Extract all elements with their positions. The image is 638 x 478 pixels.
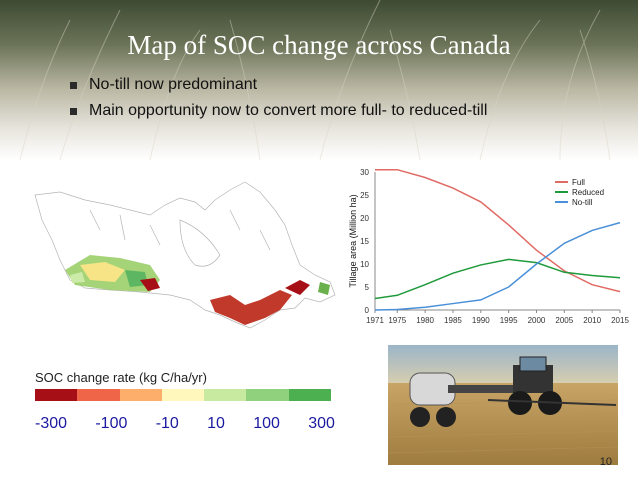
legend-title: SOC change rate (kg C/ha/yr) <box>35 370 207 385</box>
y-tick-label: 15 <box>360 237 369 246</box>
legend-label: 10 <box>207 415 225 432</box>
legend-label: -100 <box>95 415 128 432</box>
x-tick-label: 1995 <box>500 316 518 325</box>
y-tick-label: 30 <box>360 168 369 177</box>
canada-outline <box>34 181 336 329</box>
legend-labels: -300 -100 -10 10 100 300 <box>35 415 335 433</box>
header-banner <box>0 0 638 160</box>
east-region <box>140 278 330 325</box>
x-tick-label: 1975 <box>388 316 406 325</box>
legend-color-bar <box>35 389 331 401</box>
x-tick-label: 2010 <box>583 316 601 325</box>
y-tick-label: 0 <box>365 306 370 315</box>
y-tick-label: 25 <box>360 191 369 200</box>
legend-swatch <box>77 389 120 401</box>
y-tick-label: 5 <box>365 283 370 292</box>
prairie-region <box>65 255 160 292</box>
page-number: 10 <box>599 456 612 468</box>
x-tick-label: 2005 <box>555 316 573 325</box>
slide-title: Map of SOC change across Canada <box>127 30 511 60</box>
legend-label: 300 <box>308 415 335 432</box>
x-tick-label: 1971 <box>366 316 384 325</box>
legend-swatch <box>119 389 162 401</box>
y-axis-label: Tillage area (Million ha) <box>348 194 358 287</box>
legend-entry-label: No-till <box>572 198 593 207</box>
legend-entry-label: Reduced <box>572 188 604 197</box>
legend-label: 100 <box>253 415 280 432</box>
x-tick-label: 1990 <box>472 316 490 325</box>
x-tick-label: 2015 <box>611 316 629 325</box>
x-tick-label: 1980 <box>416 316 434 325</box>
bullet-text: Main opportunity now to convert more ful… <box>89 102 488 119</box>
seeding-equipment-photo <box>388 345 618 465</box>
legend-label: -300 <box>35 415 68 432</box>
legend-swatch <box>204 389 247 401</box>
legend-swatch <box>35 389 78 401</box>
y-tick-label: 10 <box>360 260 369 269</box>
bullet-item: Main opportunity now to convert more ful… <box>70 98 487 124</box>
x-tick-label: 1985 <box>444 316 462 325</box>
soc-change-map <box>34 181 336 329</box>
legend-swatch <box>161 389 205 401</box>
series-line-full <box>375 168 621 293</box>
series-line-no-till <box>374 221 621 311</box>
legend-swatch <box>288 389 331 401</box>
grass-background-image <box>19 0 611 160</box>
y-tick-label: 20 <box>360 214 369 223</box>
map-legend: SOC change rate (kg C/ha/yr) -300 -100 -… <box>35 370 335 433</box>
bullet-item: No-till now predominant <box>70 72 487 98</box>
legend-label: -10 <box>155 415 179 432</box>
tractor-and-cart <box>409 356 617 427</box>
bullet-list: No-till now predominant Main opportunity… <box>70 72 487 124</box>
bullet-square-icon <box>70 81 77 89</box>
legend-entry-label: Full <box>572 178 585 187</box>
legend-swatch <box>246 389 289 401</box>
bullet-text: No-till now predominant <box>89 76 258 93</box>
tillage-area-chart: 0 5 10 15 20 25 30 1971 1975 1980 1985 1990 1995 2000… <box>348 168 629 325</box>
bullet-square-icon <box>70 107 77 115</box>
series-line-reduced <box>374 258 621 300</box>
x-tick-label: 2000 <box>528 316 546 325</box>
